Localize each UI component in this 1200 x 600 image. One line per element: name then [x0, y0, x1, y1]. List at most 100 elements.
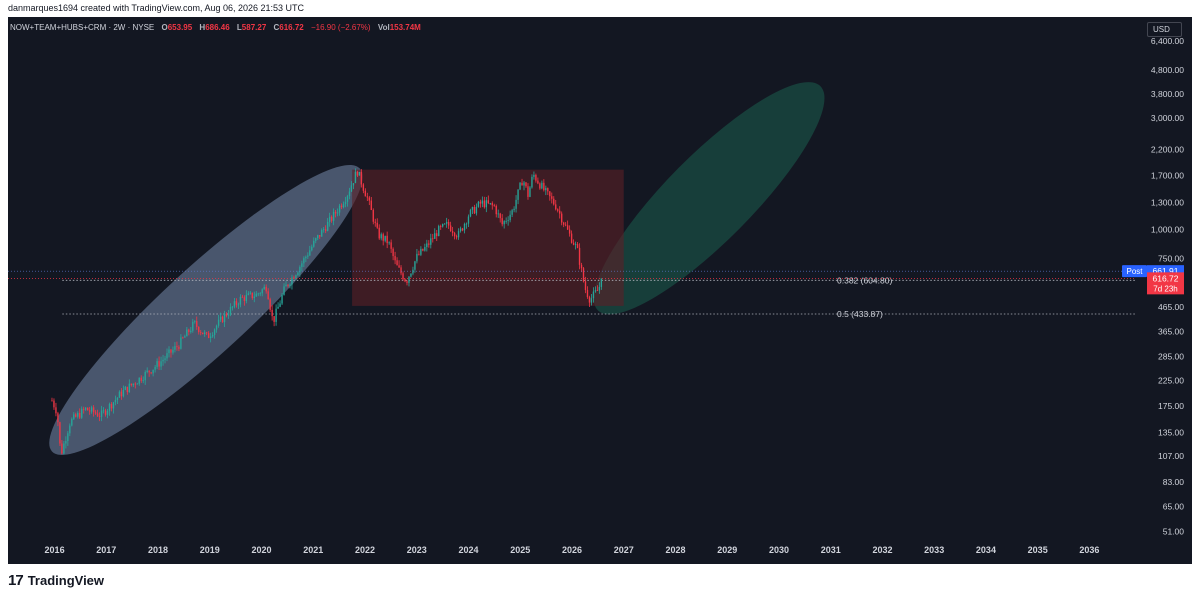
candle-body — [574, 244, 577, 245]
candle-body — [142, 380, 144, 382]
x-axis-tick-label: 2024 — [458, 545, 478, 555]
candle-body — [580, 264, 583, 269]
candle-body — [174, 346, 176, 350]
candle-body — [487, 200, 490, 204]
candle-body — [400, 267, 402, 274]
candle-body — [150, 372, 152, 374]
high-label: H — [199, 23, 206, 32]
candle-body — [69, 425, 71, 434]
candle-body — [527, 186, 529, 197]
candle-body — [513, 208, 515, 211]
candle-body — [596, 290, 599, 292]
candle-body — [247, 293, 250, 295]
candle-body — [104, 410, 107, 415]
candle-body — [251, 292, 253, 299]
candle-body — [202, 332, 204, 335]
candle-body — [449, 225, 452, 232]
projection-ellipse[interactable] — [567, 56, 851, 341]
candle-body — [495, 205, 497, 215]
candle-body — [168, 349, 170, 354]
candle-body — [259, 293, 261, 295]
candle-body — [305, 256, 307, 259]
uptrend-ellipse[interactable] — [23, 137, 389, 483]
candle-body — [477, 201, 480, 207]
candle-body — [261, 289, 263, 294]
candle-body — [229, 306, 232, 315]
candle-body — [511, 210, 513, 215]
candle-body — [188, 329, 190, 333]
candle-body — [176, 346, 178, 348]
candle-body — [81, 408, 83, 418]
candle-body — [85, 407, 87, 410]
candle-body — [481, 200, 484, 204]
candle-body — [471, 207, 474, 210]
price-range-box[interactable] — [352, 169, 624, 306]
x-axis-tick-label: 2025 — [510, 545, 530, 555]
candle-body — [112, 402, 115, 409]
ohlc-low: L587.27 — [237, 23, 266, 32]
candle-body — [346, 196, 349, 202]
candle-body — [166, 353, 168, 359]
price-chart[interactable]: 0.382 (604.80) 0.5 (433.87) 2016 2017 2018 20… — [8, 17, 1192, 564]
tradingview-logo[interactable]: 17 TradingView — [8, 572, 104, 589]
volume: Vol153.74M — [378, 23, 421, 32]
candle-body — [235, 301, 238, 305]
candle-body — [424, 247, 426, 251]
candle-body — [336, 212, 339, 214]
y-axis-tick-label: 2,200.00 — [1151, 144, 1184, 154]
candle-body — [412, 269, 414, 274]
candle-body — [382, 234, 384, 241]
candle-body — [547, 188, 549, 192]
x-axis-tick-label: 2018 — [148, 545, 168, 555]
candle-body — [505, 220, 507, 222]
candle-body — [207, 333, 210, 339]
y-axis-tick-label: 1,700.00 — [1151, 170, 1184, 180]
candle-body — [537, 180, 539, 184]
candle-body — [394, 256, 396, 261]
candle-body — [283, 286, 285, 295]
post-badge-label: Post — [1126, 267, 1143, 276]
x-axis-tick-label: 2031 — [821, 545, 841, 555]
y-axis-tick-label: 750.00 — [1158, 253, 1184, 263]
candle-body — [124, 386, 127, 390]
candle-body — [442, 223, 444, 227]
candle-body — [61, 443, 63, 454]
candle-body — [426, 243, 428, 248]
currency-selector[interactable]: USD — [1147, 22, 1182, 37]
candle-body — [582, 268, 585, 282]
candle-body — [507, 220, 509, 221]
candle-body — [570, 233, 573, 243]
candle-body — [463, 223, 466, 231]
chart-panel[interactable]: 0.382 (604.80) 0.5 (433.87) 2016 2017 2018 20… — [8, 17, 1192, 564]
candle-body — [106, 410, 109, 415]
candle-body — [53, 400, 55, 408]
candle-body — [265, 286, 267, 292]
candle-body — [289, 284, 291, 286]
candle-body — [364, 190, 367, 197]
y-axis-tick-label: 51.00 — [1163, 526, 1185, 536]
y-axis-tick-label: 225.00 — [1158, 376, 1184, 386]
candle-body — [515, 199, 517, 209]
y-axis-tick-label: 83.00 — [1163, 477, 1185, 487]
x-axis-tick-label: 2027 — [614, 545, 634, 555]
candle-body — [432, 238, 434, 240]
candle-body — [340, 205, 343, 208]
candle-body — [459, 228, 462, 232]
x-axis-tick-label: 2020 — [252, 545, 272, 555]
price-change: −16.90 (−2.67%) — [310, 23, 371, 32]
candle-body — [120, 391, 123, 397]
candle-body — [184, 336, 186, 338]
bar-countdown: 7d 23h — [1153, 284, 1177, 293]
x-axis-tick-label: 2030 — [769, 545, 789, 555]
candle-body — [457, 231, 460, 238]
candle-body — [543, 182, 545, 191]
candle-body — [92, 407, 95, 413]
candle-body — [592, 291, 595, 299]
candle-body — [489, 203, 491, 204]
candle-body — [307, 255, 309, 257]
candle-body — [271, 309, 273, 317]
symbol-name[interactable]: NOW+TEAM+HUBS+CRM · 2W · NYSE — [10, 23, 155, 32]
candle-body — [217, 319, 220, 326]
candle-body — [267, 291, 269, 300]
y-axis-tick-label: 4,800.00 — [1151, 65, 1184, 75]
